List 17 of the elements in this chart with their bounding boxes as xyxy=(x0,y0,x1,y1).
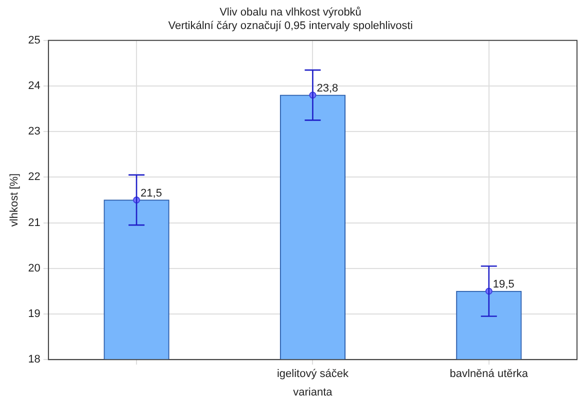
y-tick-label: 25 xyxy=(28,34,40,46)
y-tick-label: 24 xyxy=(28,80,40,92)
x-tick-label: igelitový sáček xyxy=(276,368,349,380)
chart-title: Vliv obalu na vlhkost výrobků xyxy=(220,6,362,19)
x-tick-label: bavlněná utěrka xyxy=(450,368,529,380)
y-axis-title: vlhkost [%] xyxy=(8,173,21,227)
chart-subtitle: Vertikální čáry označují 0,95 intervaly spolehlivosti xyxy=(168,20,413,32)
y-tick-label: 20 xyxy=(28,262,40,274)
data-label: 23,8 xyxy=(316,82,338,95)
data-label: 21,5 xyxy=(140,188,162,200)
y-tick-label: 19 xyxy=(28,308,40,320)
y-tick-label: 23 xyxy=(28,126,40,138)
y-tick-label: 18 xyxy=(28,354,40,366)
y-tick-label: 22 xyxy=(28,171,40,184)
y-tick-label: 21 xyxy=(28,216,40,229)
x-axis-title: varianta xyxy=(293,386,334,398)
data-label: 19,5 xyxy=(492,278,514,291)
